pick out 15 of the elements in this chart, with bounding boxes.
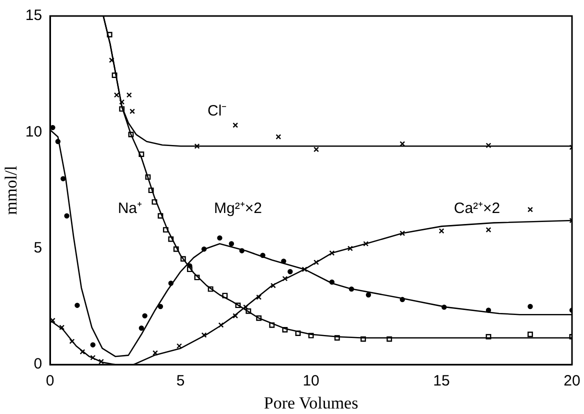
y-tick-label: 5: [34, 240, 42, 257]
x-tick-label: 15: [433, 372, 450, 390]
x-axis-title: Pore Volumes: [264, 393, 358, 412]
y-tick-label: 10: [25, 123, 42, 140]
x-tick-label: 5: [176, 372, 185, 390]
series-label: Ca²⁺×2: [454, 200, 500, 217]
series-label: Mg²⁺×2: [214, 200, 262, 217]
series-label: Cl⁻: [208, 102, 227, 120]
x-tick-label: 10: [302, 372, 320, 390]
y-tick-label: 0: [34, 356, 42, 373]
y-tick-label: 15: [25, 7, 42, 24]
y-axis-title: mmol/l: [2, 165, 21, 215]
series-label: Na⁺: [118, 200, 142, 217]
x-tick-label: 20: [564, 372, 580, 390]
x-tick-label: 0: [46, 372, 54, 390]
